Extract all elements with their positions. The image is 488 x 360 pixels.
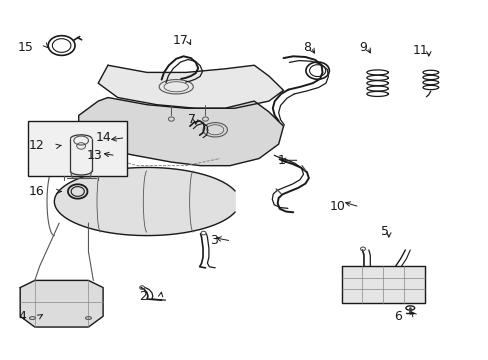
Text: 12: 12: [29, 139, 44, 152]
Text: 5: 5: [380, 225, 388, 238]
Text: 16: 16: [29, 185, 44, 198]
Text: 15: 15: [18, 41, 34, 54]
Polygon shape: [79, 98, 283, 166]
Polygon shape: [20, 280, 103, 327]
Text: 10: 10: [329, 201, 345, 213]
Text: 9: 9: [359, 41, 366, 54]
Text: 17: 17: [172, 33, 188, 47]
Text: 14: 14: [96, 131, 112, 144]
Text: 7: 7: [187, 113, 195, 126]
Text: 3: 3: [209, 234, 217, 247]
Polygon shape: [54, 167, 235, 235]
Polygon shape: [341, 266, 424, 303]
Text: 6: 6: [393, 310, 401, 323]
Text: 11: 11: [412, 44, 428, 57]
Bar: [27, 121, 127, 176]
Text: 4: 4: [18, 310, 26, 323]
Text: 8: 8: [302, 41, 310, 54]
Polygon shape: [98, 65, 283, 108]
Text: 1: 1: [278, 154, 285, 167]
Text: 13: 13: [86, 149, 102, 162]
Text: 2: 2: [139, 290, 147, 303]
